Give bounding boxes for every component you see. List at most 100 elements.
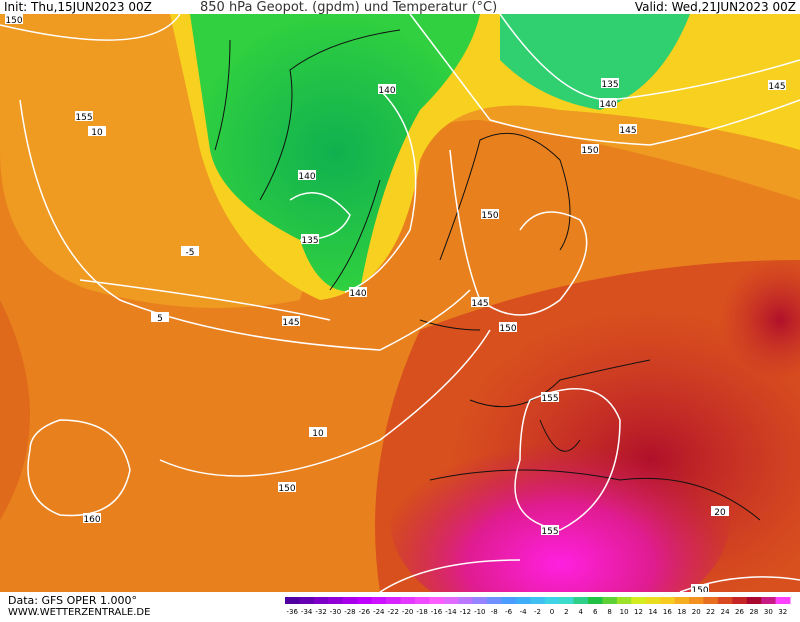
scale-label: -24 <box>373 608 385 616</box>
contour-label-bg <box>541 392 559 402</box>
scale-swatch <box>501 597 517 604</box>
scale-swatch <box>703 597 719 604</box>
coastlines <box>214 29 761 521</box>
scale-label: -22 <box>387 608 398 616</box>
map-field <box>0 14 800 622</box>
scale-swatch <box>443 597 459 604</box>
scale-swatch <box>602 597 618 604</box>
scale-label: -10 <box>474 608 485 616</box>
scale-label: 8 <box>607 608 611 616</box>
scale-swatch <box>761 597 777 604</box>
contour-label: 135 <box>601 80 618 90</box>
contour-label: 140 <box>349 289 366 299</box>
contour-label: 155 <box>541 394 558 404</box>
scale-label: 4 <box>579 608 584 616</box>
contour-label-bg <box>309 427 327 437</box>
scale-swatch <box>645 597 661 604</box>
contour-label: 140 <box>599 100 616 110</box>
scale-label: -26 <box>359 608 371 616</box>
scale-label: 16 <box>663 608 672 616</box>
scale-swatch <box>573 597 589 604</box>
contour-label-bg <box>151 312 169 322</box>
contour-label: 145 <box>471 299 488 309</box>
scale-label: -30 <box>330 608 341 616</box>
contour-label-bg <box>691 584 709 594</box>
scale-label: -28 <box>344 608 355 616</box>
contour-label: 150 <box>581 146 598 156</box>
contour-label-bg <box>181 246 199 256</box>
contour-label-bg <box>378 84 396 94</box>
scale-label: -36 <box>286 608 298 616</box>
data-source: Data: GFS OPER 1.000° <box>8 594 137 607</box>
contour-label: 5 <box>157 314 163 324</box>
contour-label: 20 <box>714 508 726 518</box>
header-bar <box>0 0 800 14</box>
contour-label: 140 <box>378 86 395 96</box>
contour-label-bg <box>278 482 296 492</box>
scale-label: -32 <box>315 608 326 616</box>
scale-label: 18 <box>677 608 686 616</box>
scale-swatch <box>588 597 603 604</box>
contour-label-bg <box>83 513 101 523</box>
scale-label: 24 <box>721 608 730 616</box>
site-name: WWW.WETTERZENTRALE.DE <box>8 607 150 618</box>
contour-label: 135 <box>301 236 318 246</box>
scale-swatch <box>616 597 632 604</box>
scale-swatch <box>472 597 488 604</box>
scale-label: -34 <box>301 608 313 616</box>
contour-label-bg <box>768 80 786 90</box>
scale-swatch <box>328 597 344 604</box>
contour-label: 140 <box>298 172 315 182</box>
contour-label-bg <box>581 144 599 154</box>
scale-swatch <box>400 597 416 604</box>
scale-label: -14 <box>445 608 457 616</box>
scale-label: -12 <box>460 608 471 616</box>
scale-label: 14 <box>648 608 657 616</box>
scale-swatch <box>487 597 502 604</box>
contour-label: 150 <box>691 586 708 596</box>
scale-label: 10 <box>620 608 629 616</box>
scale-swatch <box>775 597 791 604</box>
contour-label: 150 <box>278 484 295 494</box>
contour-label-bg <box>298 170 316 180</box>
scale-label: -16 <box>431 608 443 616</box>
scale-swatch <box>371 597 387 604</box>
scale-swatch <box>530 597 546 604</box>
contour-label: 160 <box>83 515 100 525</box>
contour-label: 150 <box>5 16 22 26</box>
contour-label: 10 <box>91 128 103 138</box>
scale-label: 30 <box>764 608 773 616</box>
contour-label-bg <box>499 322 517 332</box>
contour-label: 150 <box>481 211 498 221</box>
scale-swatch <box>357 597 373 604</box>
scale-label: 28 <box>749 608 758 616</box>
scale-swatch <box>660 597 676 604</box>
contour-label-bg <box>711 506 729 516</box>
scale-swatch <box>458 597 474 604</box>
scale-swatch <box>544 597 560 604</box>
contour-label: 145 <box>282 318 299 328</box>
scale-swatch <box>285 597 300 604</box>
contour-label-bg <box>481 209 499 219</box>
scale-label: 32 <box>778 608 787 616</box>
scale-label: -4 <box>520 608 528 616</box>
scale-label: -8 <box>491 608 498 616</box>
scale-label: 22 <box>706 608 715 616</box>
scale-swatch <box>414 597 430 604</box>
scale-label: 12 <box>634 608 643 616</box>
scale-swatch <box>717 597 733 604</box>
contour-label: 10 <box>312 429 324 439</box>
init-time: Init: Thu,15JUN2023 00Z <box>4 0 152 14</box>
contour-label-bg <box>541 525 559 535</box>
scale-label: 0 <box>550 608 554 616</box>
scale-swatch <box>342 597 358 604</box>
scale-swatch <box>689 597 704 604</box>
scale-swatch <box>386 597 401 604</box>
scale-label: 20 <box>692 608 701 616</box>
scale-swatch <box>515 597 531 604</box>
scale-label: 26 <box>735 608 744 616</box>
scale-label: -18 <box>416 608 427 616</box>
scale-label: 6 <box>593 608 598 616</box>
contour-label: 145 <box>768 82 785 92</box>
